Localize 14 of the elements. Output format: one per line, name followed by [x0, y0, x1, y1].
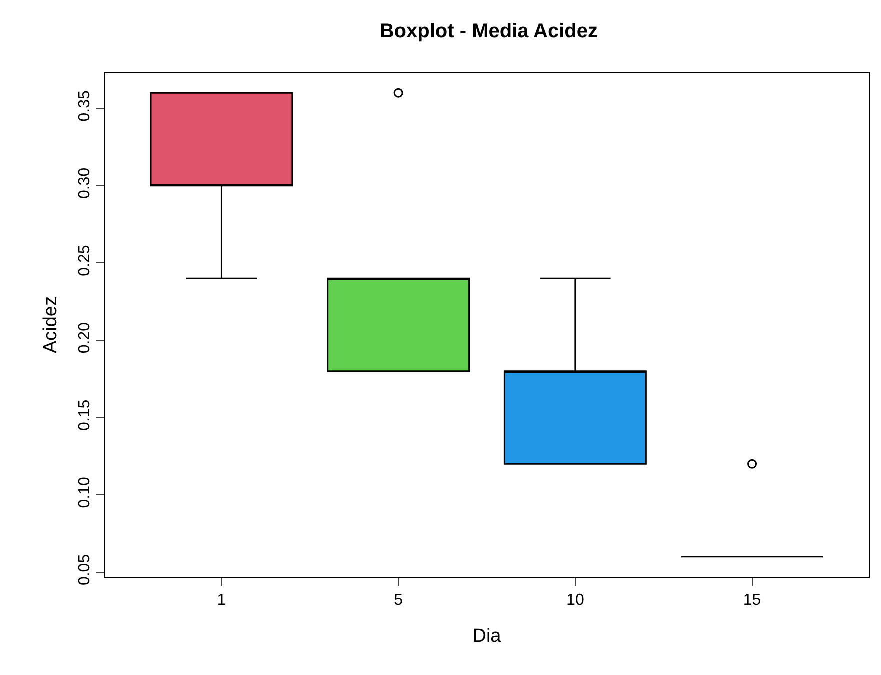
x-axis-title: Dia	[472, 626, 502, 647]
x-tick-label: 5	[394, 592, 404, 610]
x-tick-label: 10	[566, 592, 584, 610]
y-tick-label: 0.30	[76, 168, 94, 200]
y-tick-label: 0.35	[76, 90, 94, 122]
y-tick-label: 0.15	[76, 400, 94, 431]
y-axis-title: Acidez	[40, 296, 62, 354]
y-tick-label: 0.20	[76, 322, 94, 354]
x-tick-label: 1	[217, 592, 226, 610]
y-tick-label: 0.25	[76, 245, 94, 276]
chart-title: Boxplot - Media Acidez	[380, 20, 598, 43]
y-tick-label: 0.05	[76, 554, 94, 586]
y-tick-label: 0.10	[76, 476, 94, 508]
x-tick-label: 15	[743, 592, 762, 610]
